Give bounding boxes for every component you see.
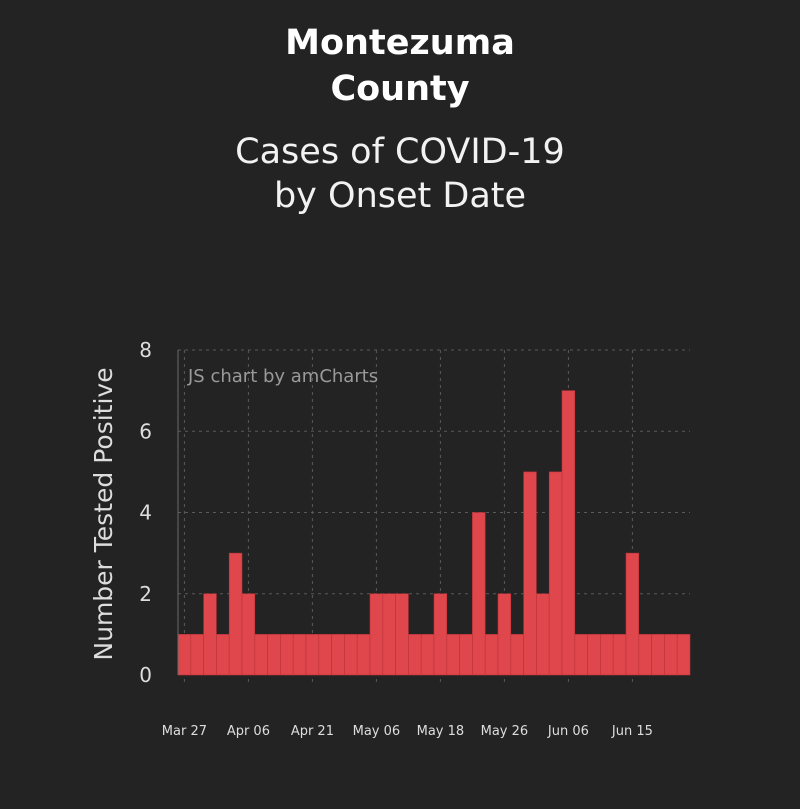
y-axis-label: Number Tested Positive [89,367,118,660]
bar[interactable] [420,634,435,676]
bar[interactable] [459,634,473,676]
bar[interactable] [318,634,332,676]
bar[interactable] [574,634,588,676]
y-tick-label: 2 [139,582,152,606]
bar[interactable] [280,634,294,676]
x-tick-label: Mar 27 [162,724,207,739]
bar[interactable] [331,634,345,676]
grid-lines [178,349,690,683]
bar[interactable] [216,634,230,676]
bar[interactable] [305,634,320,676]
bar[interactable] [676,634,691,676]
bar[interactable] [241,593,256,676]
bar[interactable] [510,634,524,676]
bar[interactable] [548,471,563,676]
y-tick-label: 0 [139,663,152,687]
chart-subtitle-line-2: by Onset Date [273,176,527,216]
bar[interactable] [638,634,652,676]
x-tick-label: Jun 06 [547,724,589,739]
chart-title: Montezuma County [0,20,800,112]
chart-subtitle: Cases of COVID-19 by Onset Date [0,130,800,218]
bar[interactable] [664,634,678,676]
bar[interactable] [433,593,448,676]
axes: 0 2 4 6 8 Mar 27 Apr 06 Apr 21 May 06 May 18 May 2… [139,338,653,739]
bars [177,390,691,676]
bar[interactable] [344,634,358,676]
bar[interactable] [254,634,268,676]
bar[interactable] [382,593,396,676]
bar[interactable] [356,634,371,676]
x-tick-label: Apr 06 [227,724,270,739]
bar[interactable] [497,593,512,676]
bar[interactable] [625,552,640,676]
bar[interactable] [395,593,409,676]
y-tick-label: 6 [139,419,152,443]
chart-title-line-2: County [330,69,470,109]
bar[interactable] [446,634,460,676]
bar[interactable] [523,471,537,676]
x-tick-label: Jun 15 [611,724,653,739]
x-tick-label: May 18 [417,724,465,739]
bar[interactable] [267,634,281,676]
bar[interactable] [561,390,576,676]
bar[interactable] [536,593,550,676]
bar[interactable] [177,634,192,676]
bar[interactable] [228,552,243,676]
bar[interactable] [651,634,665,676]
bar[interactable] [408,634,422,676]
bar[interactable] [587,634,601,676]
x-tick-label: May 06 [353,724,401,739]
bar[interactable] [484,634,499,676]
amcharts-watermark-link[interactable]: JS chart by amCharts [187,366,378,387]
chart-subtitle-line-1: Cases of COVID-19 [235,132,565,172]
bar[interactable] [190,634,204,676]
bar[interactable] [369,593,384,676]
chart-title-line-1: Montezuma [285,23,515,63]
bar[interactable] [203,593,217,676]
x-tick-label: May 26 [481,724,529,739]
y-tick-label: 8 [139,338,152,362]
x-tick-label: Apr 21 [291,724,334,739]
bar[interactable] [292,634,307,676]
bar[interactable] [600,634,614,676]
bar[interactable] [612,634,627,676]
bar[interactable] [472,512,486,676]
y-tick-label: 4 [139,501,152,525]
